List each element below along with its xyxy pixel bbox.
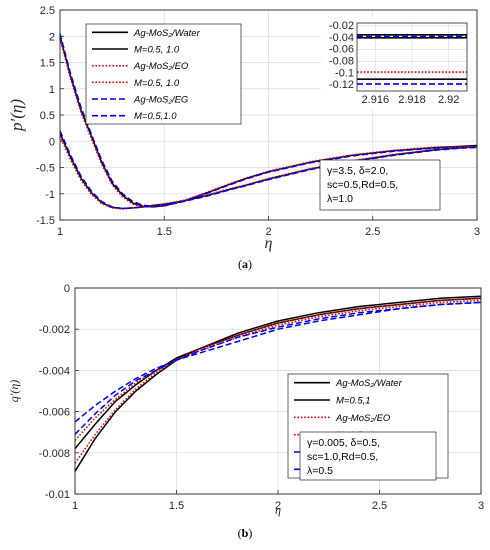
- y-axis-label: q′(η): [7, 380, 21, 403]
- legend-label: Ag-MoS₂/EO: [133, 61, 189, 72]
- y-tick-label: -1: [45, 189, 55, 201]
- series-line: [74, 301, 482, 423]
- y-tick-label: 2.5: [40, 5, 55, 17]
- y-tick-label: -0.5: [36, 163, 55, 175]
- x-tick-label: 1.5: [157, 226, 172, 238]
- series-line: [59, 135, 478, 210]
- x-tick-label: 2: [275, 500, 281, 512]
- panel-caption: (b): [238, 526, 253, 540]
- legend-label: Ag-MoS₂/EG: [133, 95, 188, 106]
- inset-y-tick-label: -0.06: [329, 44, 354, 56]
- x-axis-label: η: [265, 235, 273, 252]
- axes-frame: [74, 287, 482, 495]
- annotation-text: sc=0.5,Rd=0.5,: [327, 179, 398, 191]
- y-tick-label: 0: [49, 136, 55, 148]
- x-tick-label: 2: [265, 226, 271, 238]
- inset-y-tick-label: -0.1: [335, 67, 354, 79]
- series-line: [59, 33, 478, 208]
- inset-y-tick-label: -0.08: [329, 55, 354, 67]
- inset-frame: [356, 22, 468, 92]
- legend-label: Ag-MoS₂/Water: [335, 378, 403, 389]
- y-tick-label: -0.006: [39, 407, 70, 419]
- y-tick-label: -0.004: [39, 365, 70, 377]
- annotation-text: γ=0.005, δ=0.5,: [307, 437, 380, 449]
- inset-y-tick-label: -0.04: [329, 32, 354, 44]
- annotation-text: γ=3.5, δ=2.0,: [327, 165, 388, 177]
- y-tick-label: 1: [49, 84, 55, 96]
- inset-chart: 2.916 2.918 2.92 -0.02-0.04-0.06-0.08-0.1-0…: [321, 17, 475, 109]
- legend-label: M=0.5,1.0: [134, 111, 177, 122]
- annotation-text: λ=1.0: [327, 193, 353, 205]
- inset-x-tick-label: 2.916: [362, 94, 390, 106]
- inset-x-tick-label: 2.918: [398, 94, 426, 106]
- panel-caption: (a): [238, 257, 252, 271]
- series-line: [74, 295, 482, 472]
- y-tick-label: -0.01: [45, 489, 70, 501]
- y-tick-label: 0: [64, 283, 70, 295]
- y-tick-label: -0.002: [39, 324, 70, 336]
- y-tick-label: -0.008: [39, 448, 70, 460]
- x-tick-label: 2.5: [365, 226, 380, 238]
- x-tick-label: 1.5: [169, 500, 184, 512]
- legend-label: Ag-MoS₂/Water: [133, 28, 201, 39]
- y-tick-label: 0.5: [40, 110, 55, 122]
- legend-label: M=0.5, 1.0: [134, 78, 180, 89]
- series-line: [74, 297, 482, 464]
- annotation-box: [319, 159, 441, 211]
- inset-y-tick-label: -0.02: [329, 20, 354, 32]
- legend-box: [85, 23, 242, 125]
- y-tick-label: 1.5: [40, 58, 55, 70]
- series-line: [74, 299, 482, 441]
- legend-label: M=0.5,1: [336, 396, 371, 407]
- annotation-box: [299, 431, 437, 481]
- inset-x-tick-label: 2.92: [438, 94, 459, 106]
- chart-panel-b: 1 1.5 2 2.5 3 -0.01 -0.008 -0.006 -0.004 -0.002 0 η…: [7, 283, 484, 540]
- y-tick-label: -1.5: [36, 215, 55, 227]
- x-tick-label: 3: [474, 226, 480, 238]
- y-tick-label: 2: [49, 31, 55, 43]
- chart-panel-a: 1 1.5 2 2.5 3 -1.5 -1 -0.5 0 0.5 1 1.5 2 2.5 η p′(η) Ag-…: [7, 5, 480, 271]
- legend-label: M=0.5, 1.0: [134, 45, 180, 56]
- x-tick-label: 3: [478, 500, 484, 512]
- axes-frame: [59, 9, 478, 221]
- x-tick-label: 1: [57, 226, 63, 238]
- x-axis-label: η: [275, 503, 281, 517]
- x-tick-label: 2.5: [372, 500, 387, 512]
- annotation-text: λ=0.5: [307, 465, 333, 477]
- inset-y-tick-label: -0.12: [329, 79, 354, 91]
- annotation-text: sc=1.0,Rd=0.5,: [307, 451, 378, 463]
- legend-label: Ag-MoS₂/EO: [335, 413, 391, 424]
- y-axis-label: p′(η): [7, 99, 26, 132]
- x-tick-label: 1: [72, 500, 78, 512]
